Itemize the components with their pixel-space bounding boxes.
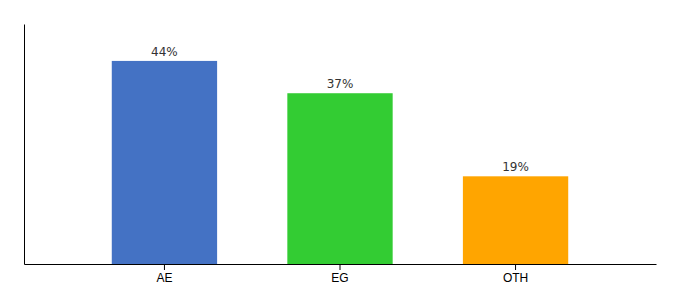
x-tick: OTH	[503, 264, 528, 285]
y-axis	[24, 25, 25, 265]
x-tick-mark	[340, 264, 341, 270]
bar	[112, 61, 217, 264]
y-axis-line	[24, 25, 25, 265]
data-labels: 44% 37% 19%	[151, 45, 529, 174]
plot-area: 44% 37% 19% AE EG OTH	[25, 25, 657, 285]
bar	[463, 176, 568, 264]
x-tick-mark	[164, 264, 165, 270]
x-tick-mark	[515, 264, 516, 270]
x-tick-label: AE	[156, 271, 172, 285]
data-label: 19%	[502, 160, 529, 174]
data-label: 44%	[151, 45, 178, 59]
x-tick: AE	[156, 264, 172, 285]
bars	[112, 61, 568, 264]
data-label: 37%	[327, 77, 354, 91]
x-tick: EG	[331, 264, 348, 285]
x-tick-label: OTH	[503, 271, 528, 285]
x-tick-label: EG	[331, 271, 348, 285]
x-axis: AE EG OTH	[25, 264, 657, 285]
bar	[287, 93, 392, 264]
chart: 44% 37% 19% AE EG OTH	[0, 0, 680, 300]
